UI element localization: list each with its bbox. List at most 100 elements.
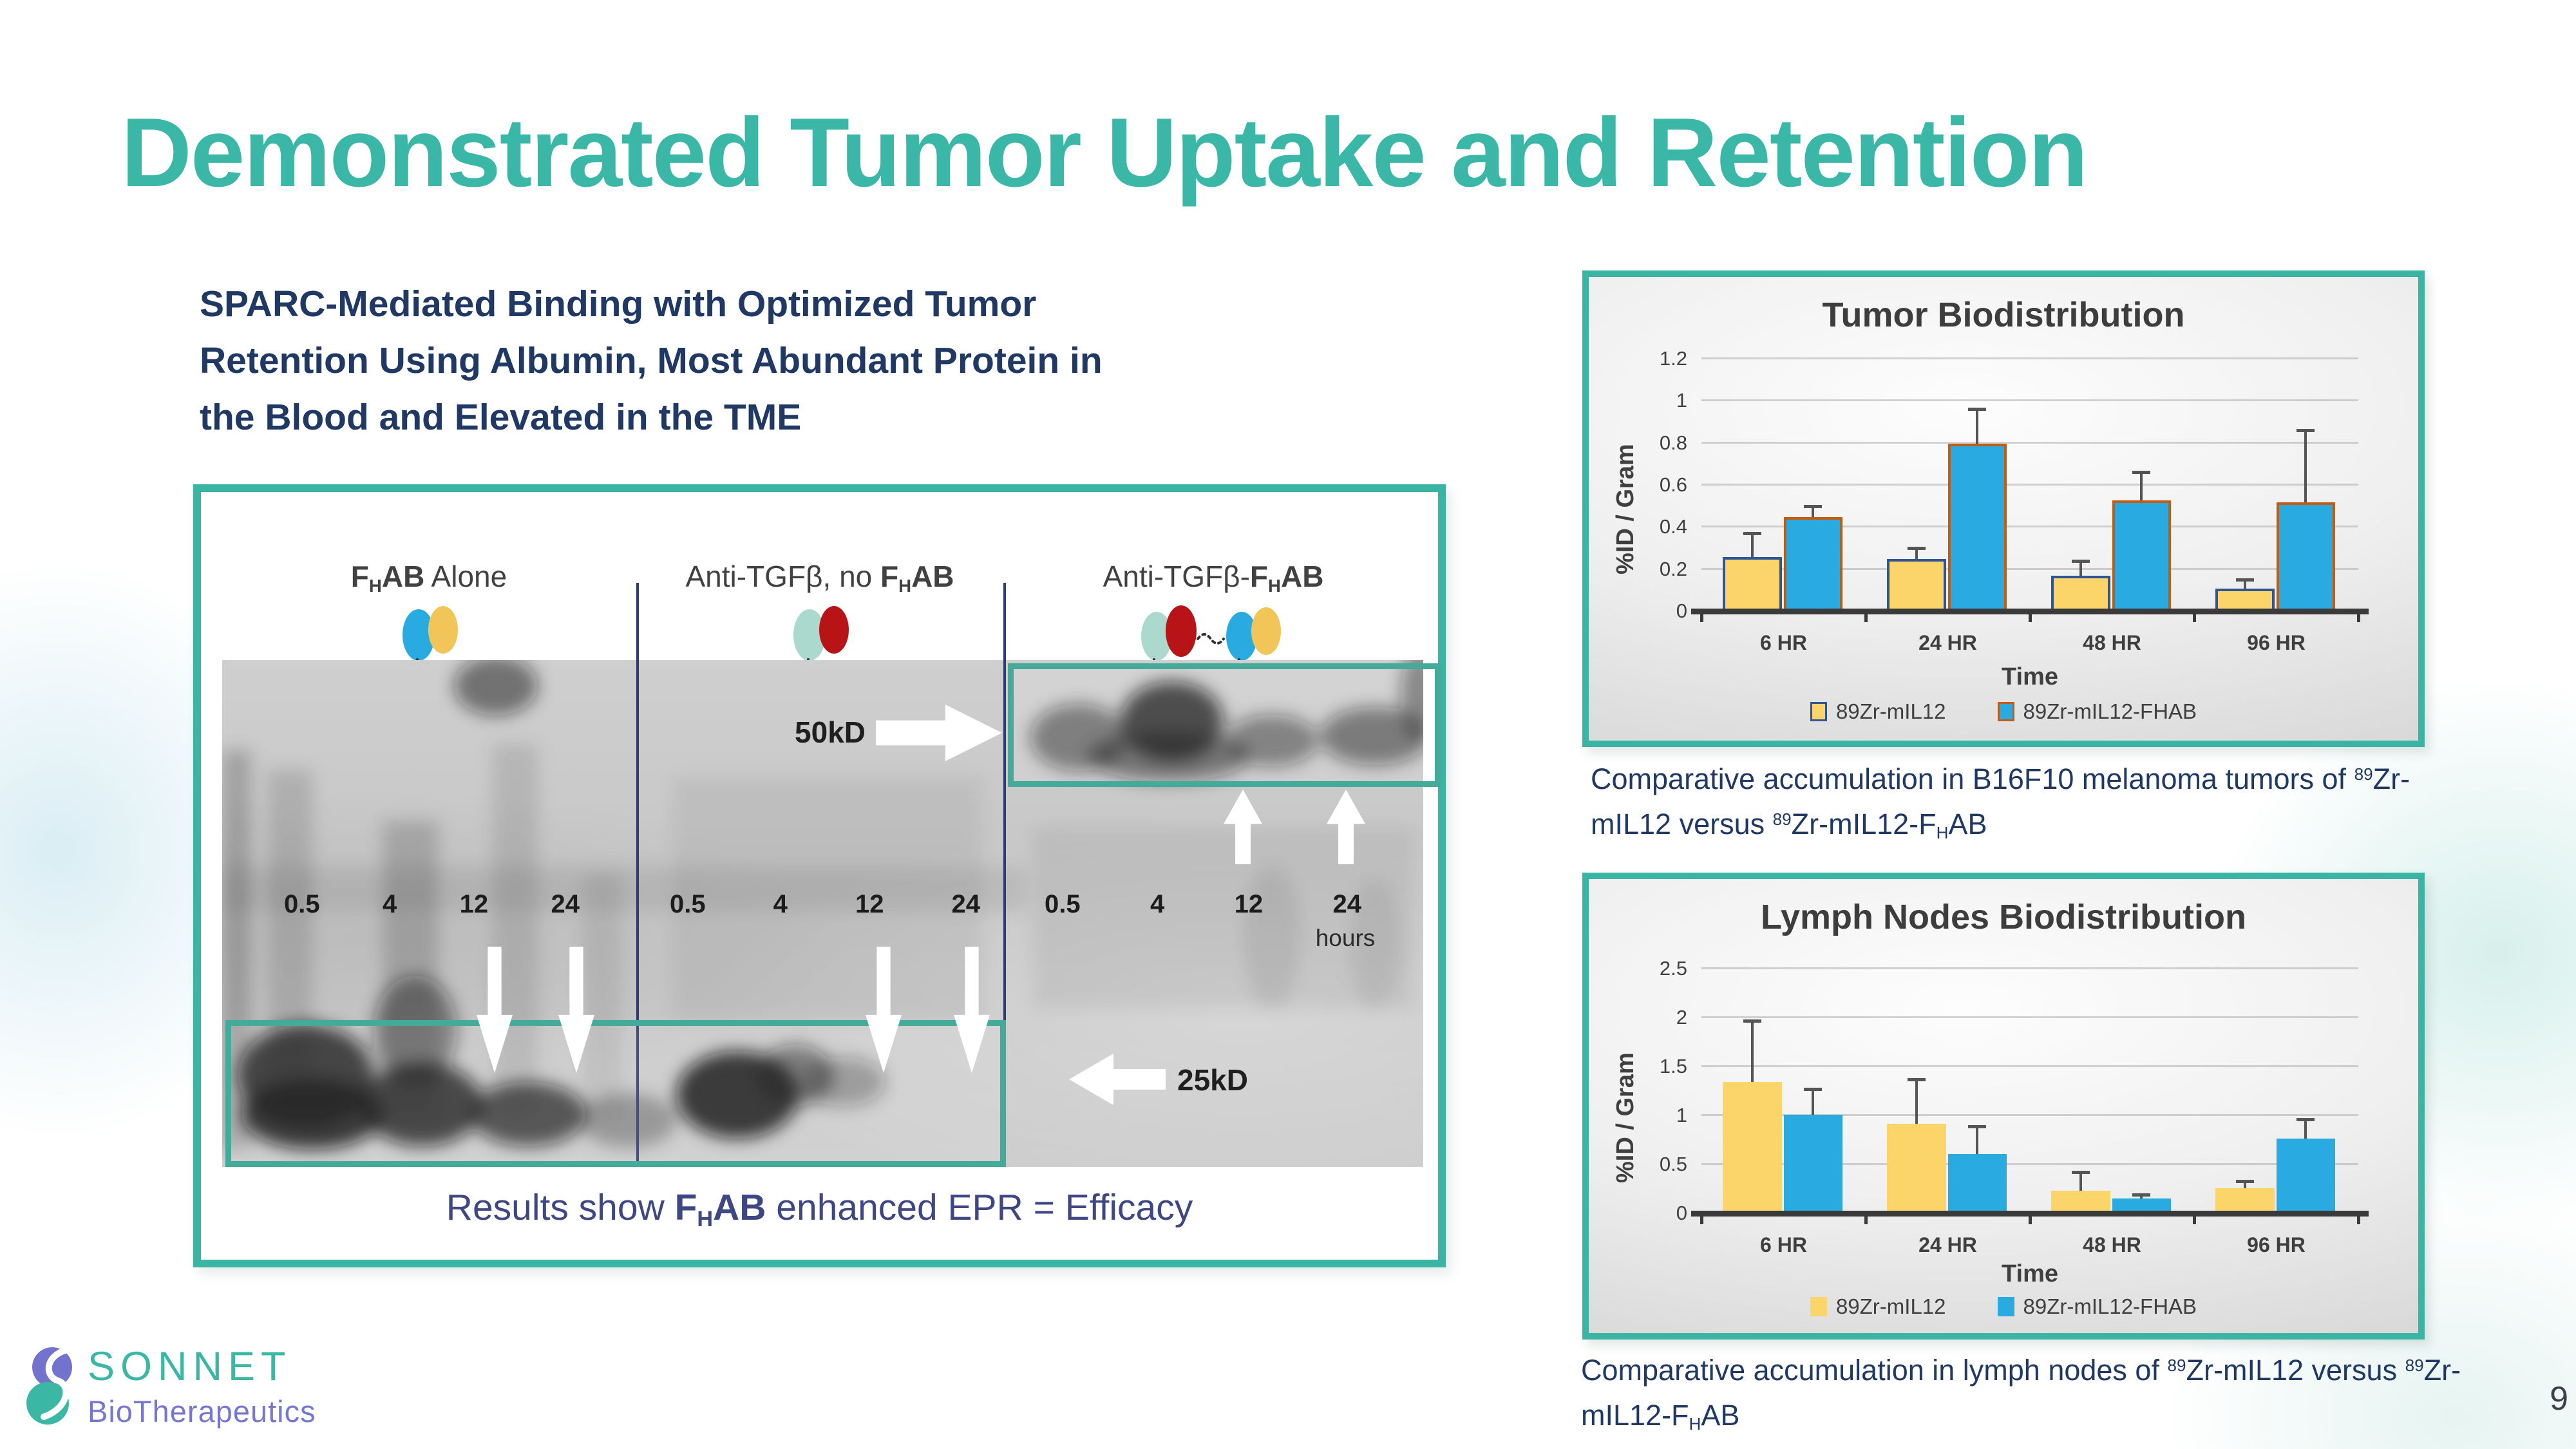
- error-bar-cap: [2072, 559, 2090, 563]
- time-label: 4: [1150, 889, 1165, 918]
- x-tick-label: 48 HR: [2083, 631, 2141, 654]
- error-bar-stem: [1812, 1089, 1815, 1115]
- axis-tick: [2029, 612, 2032, 622]
- y-tick-label: 0.4: [1659, 515, 1687, 538]
- text-part: Comparative accumulation in B16F10 melan…: [1591, 762, 2354, 795]
- 50kd-highlight-box: [1008, 663, 1441, 787]
- text-part: 89: [2405, 1355, 2424, 1375]
- y-tick-label: 1.5: [1659, 1055, 1687, 1077]
- y-tick-label: 2.5: [1659, 957, 1687, 980]
- bar-89Zr-mIL12-FHAB-6 HR: [1783, 517, 1843, 612]
- time-label: 24: [951, 889, 981, 918]
- y-tick-label: 0.5: [1659, 1153, 1687, 1175]
- text-part: Results show: [446, 1187, 675, 1228]
- text-part: AB: [713, 1187, 766, 1228]
- bar-89Zr-mIL12-24 HR: [1887, 1124, 1946, 1214]
- slide-subtitle: SPARC-Mediated Binding with Optimized Tu…: [200, 276, 1333, 446]
- text-part: H: [1936, 823, 1949, 843]
- lane-divider: [636, 583, 639, 1166]
- text-part: Zr-mIL12-F: [1791, 808, 1937, 840]
- y-tick-label: 0: [1676, 600, 1687, 622]
- time-labels-lane-1: 0.5 4 12 24: [222, 886, 636, 922]
- time-label: 24: [1332, 889, 1361, 918]
- time-labels-lane-3: 0.5 4 12 24: [1003, 886, 1423, 922]
- error-bar-stem: [2140, 473, 2143, 500]
- error-bar-cap: [2132, 471, 2151, 475]
- x-tick-label: 24 HR: [1918, 1233, 1977, 1256]
- logo-tagline: BioTherapeutics: [88, 1394, 316, 1428]
- time-labels-lane-2: 0.5 4 12 24: [636, 886, 1003, 922]
- gridline: [1701, 967, 2358, 969]
- axis-tick: [2029, 1214, 2032, 1224]
- error-bar-cap: [2236, 578, 2255, 582]
- subtitle-line: Retention Using Albumin, Most Abundant P…: [200, 340, 1103, 381]
- text-part: F: [1249, 560, 1269, 593]
- axis-tick: [2193, 612, 2196, 622]
- y-tick-label: 0: [1676, 1202, 1687, 1224]
- error-bar-cap: [1804, 1087, 1823, 1091]
- error-bar-cap: [2297, 1118, 2315, 1122]
- bar-89Zr-mIL12-FHAB-24 HR: [1947, 443, 2007, 612]
- subtitle-line: the Blood and Elevated in the TME: [200, 397, 802, 438]
- legend-swatch: [1997, 1297, 2014, 1316]
- text-part: 89: [1772, 809, 1792, 829]
- error-bar-cap: [2132, 1193, 2151, 1197]
- chart-legend: 89Zr-mIL12 89Zr-mIL12-FHAB: [1589, 699, 2418, 724]
- error-bar-stem: [1976, 1126, 1979, 1155]
- western-blot-panel: FHAB Alone Anti-TGFβ, no FHAB Anti-TGFβ-…: [193, 484, 1446, 1267]
- text-part: H: [898, 575, 912, 596]
- time-label: 24: [551, 889, 580, 918]
- text-part: Zr-mIL12 versus: [2186, 1354, 2405, 1387]
- time-label: 12: [855, 889, 884, 918]
- text-part: Comparative accumulation in lymph nodes …: [1581, 1354, 2168, 1387]
- text-part: H: [1268, 575, 1281, 596]
- hours-label: hours: [1315, 925, 1376, 951]
- error-bar-cap: [2297, 429, 2315, 433]
- error-bar-stem: [1751, 534, 1754, 558]
- lane-divider: [1003, 583, 1006, 1166]
- anti-tgfb-molecule-icon: [793, 606, 849, 667]
- gridline: [1701, 484, 2358, 486]
- legend-label: 89Zr-mIL12: [1835, 1294, 1946, 1318]
- sonnet-logo-icon: [26, 1347, 72, 1425]
- gridline: [1701, 526, 2358, 528]
- logo-text: SONNET BioTherapeutics: [88, 1343, 316, 1434]
- error-bar-stem: [1751, 1021, 1754, 1082]
- error-bar-stem: [1915, 549, 1918, 560]
- blot-column-label-anti-tgfb-no-fhab: Anti-TGFβ, no FHAB: [659, 559, 981, 599]
- error-bar-cap: [2236, 1179, 2255, 1183]
- x-tick-label: 24 HR: [1918, 631, 1977, 654]
- legend-label: 89Zr-mIL12-FHAB: [2023, 699, 2197, 723]
- axis-tick: [1700, 1214, 1703, 1224]
- gridline: [1701, 357, 2358, 359]
- text-part: Alone: [424, 560, 507, 593]
- text-part: 89: [2354, 764, 2373, 784]
- text-part: H: [368, 575, 382, 596]
- gridline: [1701, 1016, 2358, 1018]
- text-part: F: [880, 560, 899, 593]
- bar-89Zr-mIL12-48 HR: [2051, 576, 2110, 612]
- error-bar-stem: [1812, 506, 1815, 517]
- fhab-molecule-icon: [402, 606, 458, 667]
- text-part: AB: [381, 560, 425, 593]
- gridline: [1701, 1114, 2358, 1116]
- y-tick-label: 1: [1676, 389, 1687, 412]
- bar-89Zr-mIL12-FHAB-24 HR: [1947, 1154, 2007, 1214]
- results-statement: Results show FHAB enhanced EPR = Efficac…: [201, 1186, 1438, 1231]
- lymph-nodes-biodistribution-chart: Lymph Nodes Biodistribution %ID / Gram 0…: [1582, 873, 2425, 1340]
- error-bar-cap: [1743, 1019, 1762, 1023]
- text-part: H: [1689, 1414, 1701, 1434]
- legend-item: 89Zr-mIL12-FHAB: [1997, 1294, 2197, 1319]
- legend-label: 89Zr-mIL12-FHAB: [2023, 1294, 2197, 1318]
- time-label: 4: [773, 889, 788, 918]
- x-tick-label: 6 HR: [1760, 1233, 1807, 1256]
- error-bar-stem: [2244, 580, 2247, 589]
- axis-tick: [2357, 612, 2360, 622]
- legend-swatch: [1997, 702, 2014, 721]
- gridline: [1701, 567, 2358, 570]
- time-label: 0.5: [1045, 889, 1081, 918]
- gridline: [1701, 1065, 2358, 1067]
- bar-89Zr-mIL12-FHAB-96 HR: [2276, 1138, 2336, 1214]
- error-bar-stem: [2140, 1195, 2143, 1198]
